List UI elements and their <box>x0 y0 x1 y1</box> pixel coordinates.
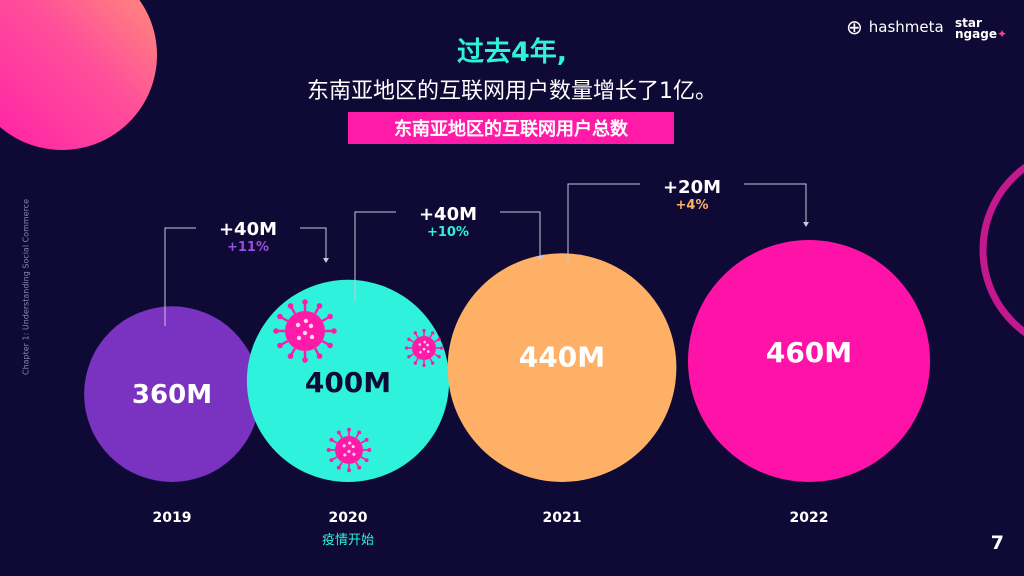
growth-percent: +4% <box>676 198 709 213</box>
value-label: 360M <box>132 380 212 410</box>
starngage-logo-line2: ngage <box>955 27 997 41</box>
virus-icon <box>273 299 337 363</box>
decor-orb-top-left <box>0 0 157 150</box>
year-label: 2021 <box>543 510 582 526</box>
year-label: 2019 <box>153 510 192 526</box>
growth-label: +40M <box>219 219 277 240</box>
hashmeta-logo-text: hashmeta <box>868 18 944 36</box>
page-number: 7 <box>990 532 1004 554</box>
year-label: 2020 <box>329 510 368 526</box>
hashmeta-mark-icon: ⊕ <box>846 15 863 39</box>
virus-icon <box>326 427 372 473</box>
subheadline: 东南亚地区的互联网用户数量增长了1亿。 <box>307 79 717 104</box>
growth-connector-line <box>744 183 807 226</box>
starngage-logo: star ngage✦ <box>955 16 1008 41</box>
bubble-2022 <box>688 240 930 482</box>
growth-connector-line <box>300 227 327 262</box>
starngage-logo-line1: star <box>955 16 982 30</box>
arrow-head-icon <box>323 258 329 263</box>
growth-percent: +11% <box>227 240 269 255</box>
value-label: 460M <box>766 336 852 369</box>
growth-connector-line <box>567 183 640 262</box>
value-label: 400M <box>305 366 391 399</box>
headline: 过去4年, <box>456 37 568 68</box>
growth-label: +40M <box>419 204 477 225</box>
growth-label: +20M <box>663 177 721 198</box>
year-label: 2022 <box>790 510 829 526</box>
growth-connector-line <box>500 211 541 260</box>
arrow-head-icon <box>537 256 543 261</box>
category-note: 疫情开始 <box>322 532 374 548</box>
bubble-2021 <box>447 253 677 482</box>
growth-connector-line <box>354 211 396 302</box>
growth-connector-line <box>164 227 196 326</box>
bubble-2019 <box>84 306 260 482</box>
growth-percent: +10% <box>427 225 469 240</box>
decor-ring-right <box>979 163 1024 337</box>
chart-title: 东南亚地区的互联网用户总数 <box>348 112 674 144</box>
value-label: 440M <box>519 341 605 374</box>
hashmeta-logo: ⊕ hashmeta <box>846 15 944 39</box>
virus-icon <box>404 328 444 368</box>
arrow-head-icon <box>803 222 809 227</box>
starngage-plus-icon: ✦ <box>996 27 1008 41</box>
